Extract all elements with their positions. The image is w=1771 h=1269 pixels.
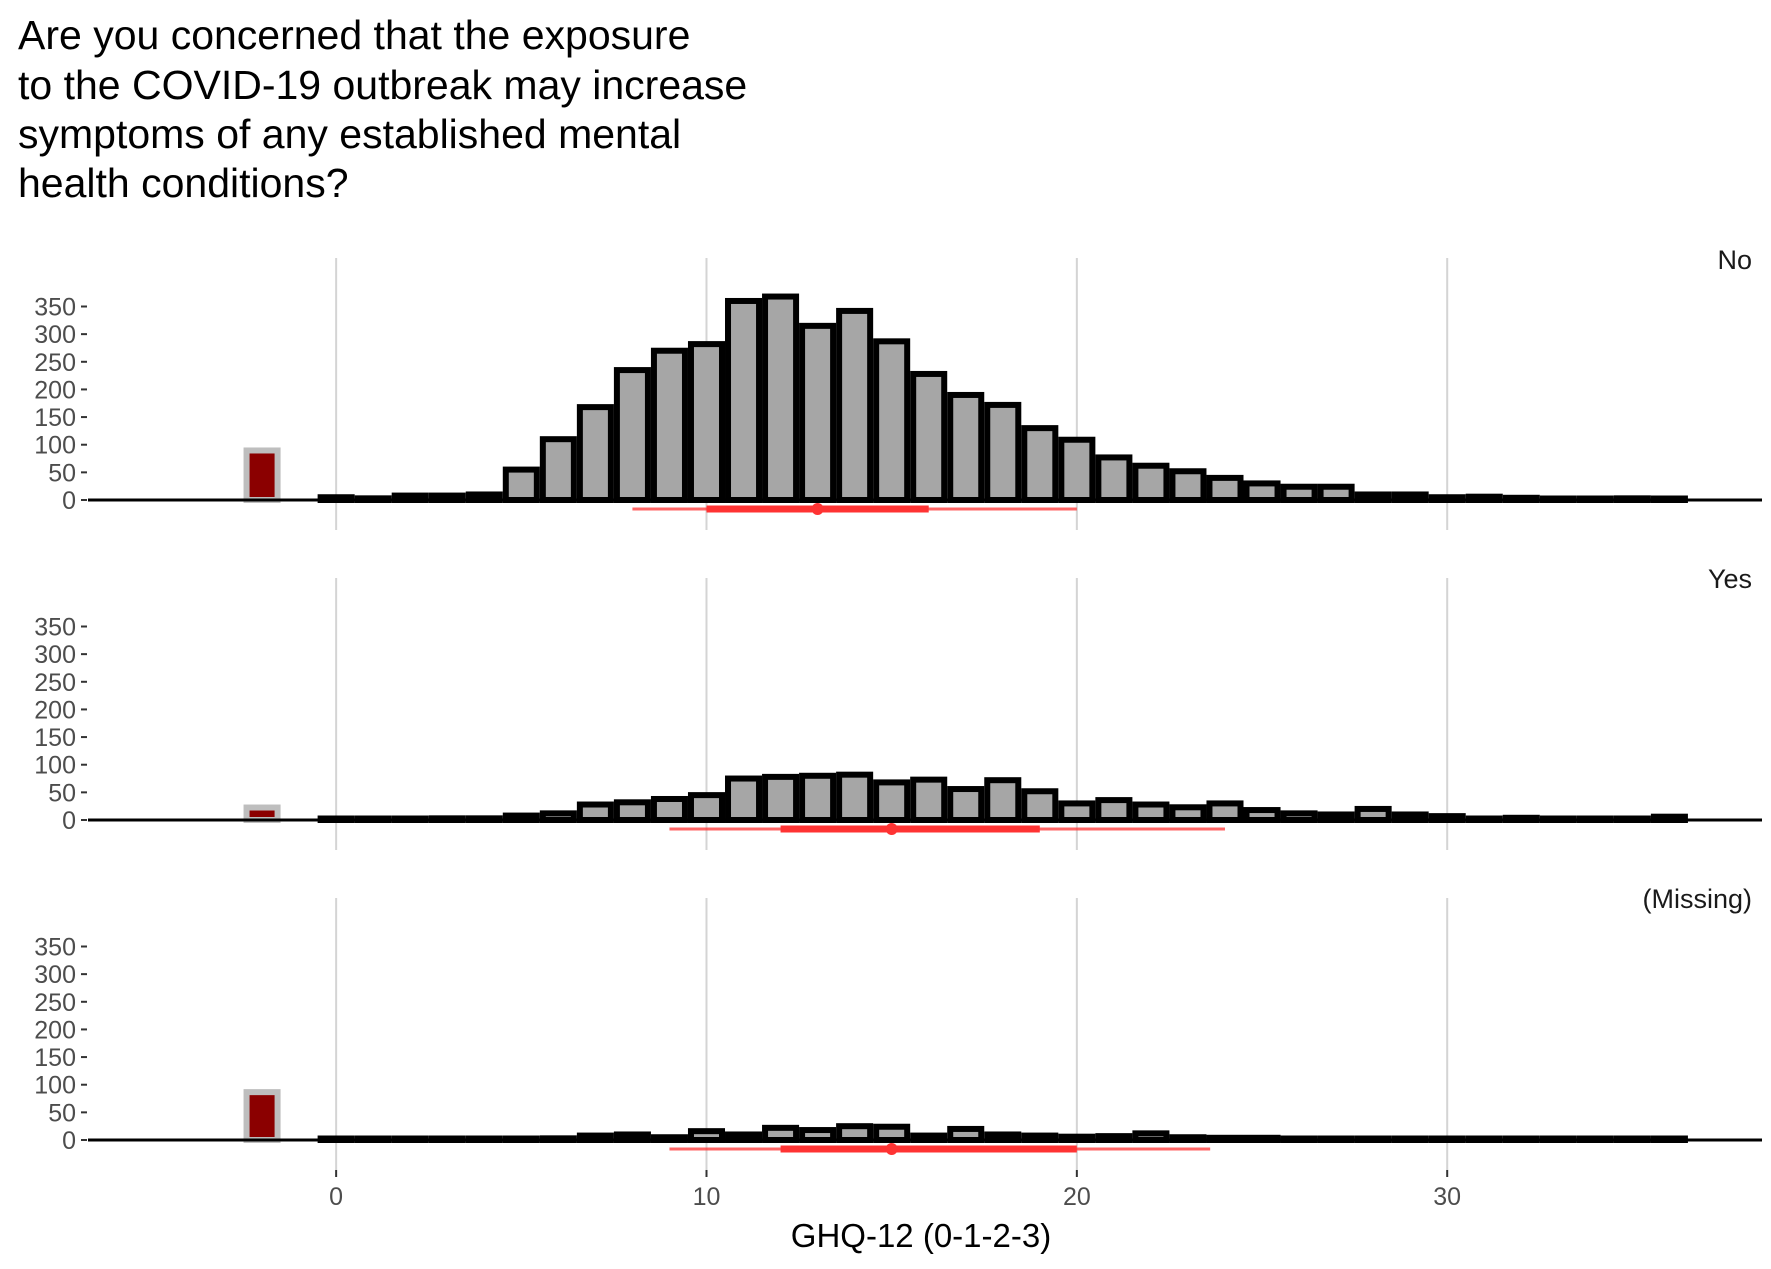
y-tick-label: 0 [62, 487, 76, 515]
x-axis-title: GHQ-12 (0-1-2-3) [791, 1217, 1051, 1254]
histogram-bar [984, 401, 1022, 503]
histogram-bar [762, 773, 800, 823]
histogram-bar [762, 1124, 800, 1144]
histogram-bar [1095, 797, 1133, 824]
chart-title-line-3: symptoms of any established mental [18, 111, 681, 157]
histogram-bar [1058, 800, 1096, 824]
histogram-bar [576, 801, 614, 824]
histogram-bar [613, 799, 651, 824]
histogram-bar [910, 370, 948, 504]
y-tick-label: 300 [34, 961, 76, 989]
y-tick-label: 150 [34, 724, 76, 752]
histogram-bar [687, 341, 726, 504]
histogram-bar [762, 293, 800, 504]
y-tick-label: 250 [34, 669, 76, 697]
histogram-bar [1095, 454, 1133, 503]
y-tick-label: 100 [34, 432, 76, 460]
missing-bar [243, 804, 281, 824]
y-tick-label: 250 [34, 989, 76, 1017]
y-tick-label: 200 [34, 376, 76, 404]
x-tick-label: 10 [693, 1183, 721, 1211]
summary-median-point [885, 1143, 898, 1155]
histogram-bar [1169, 804, 1207, 824]
histogram-bar [799, 772, 837, 823]
y-tick-label: 0 [62, 1127, 76, 1155]
histogram-bar [725, 775, 763, 823]
histogram-bar [1280, 483, 1318, 503]
y-tick-label: 50 [48, 779, 76, 807]
y-tick-label: 300 [34, 641, 76, 669]
y-tick-label: 150 [34, 404, 76, 432]
histogram-bar [873, 779, 911, 823]
histogram-bar [873, 1123, 911, 1144]
histogram-bar [650, 795, 688, 824]
y-tick-label: 50 [48, 459, 76, 487]
histogram-bar [1243, 480, 1281, 503]
histogram-bar [1206, 474, 1244, 503]
histogram-bar [1354, 805, 1392, 824]
x-tick-label: 20 [1063, 1183, 1091, 1211]
histogram-bar [1132, 801, 1170, 824]
histogram-bar [836, 1123, 874, 1144]
chart-title-line-2: to the COVID-19 outbreak may increase [18, 62, 747, 108]
y-tick-label: 200 [34, 696, 76, 724]
histogram-bar [873, 338, 911, 503]
histogram-bar [1206, 800, 1244, 824]
x-tick-label: 0 [329, 1183, 343, 1211]
x-tick-label: 30 [1433, 1183, 1461, 1211]
histogram-bar [576, 404, 614, 503]
y-tick-label: 350 [34, 614, 76, 642]
histogram-bar [947, 391, 985, 504]
facet-label: Yes [1708, 564, 1752, 594]
histogram-bar [687, 792, 726, 823]
y-tick-label: 350 [34, 934, 76, 962]
histogram-bar [650, 347, 688, 503]
histogram-bar [613, 367, 651, 504]
histogram-bar [910, 776, 948, 823]
x-axis: 0 10 20 30 [329, 1170, 1461, 1211]
missing-bar [243, 1089, 281, 1143]
histogram-bar [725, 297, 763, 503]
histogram-bar [984, 777, 1022, 823]
chart-title: Are you concerned that the exposure to t… [18, 12, 747, 206]
histogram-bar [502, 466, 540, 504]
facet-panels: No050100150200250300350Yes05010015020025… [34, 245, 1762, 1170]
chart-title-line-1: Are you concerned that the exposure [18, 12, 690, 58]
y-tick-label: 300 [34, 321, 76, 349]
histogram-bar [1317, 483, 1355, 503]
histogram-bar [1021, 425, 1059, 503]
histogram-bar [836, 307, 874, 503]
summary-median-point [811, 503, 824, 515]
y-tick-label: 100 [34, 752, 76, 780]
facet-label: No [1717, 245, 1752, 275]
y-tick-label: 50 [48, 1099, 76, 1127]
missing-bar [243, 447, 281, 504]
y-tick-label: 200 [34, 1016, 76, 1044]
facet-label: (Missing) [1642, 884, 1752, 914]
histogram-bar [799, 322, 837, 503]
histogram-bar [1021, 788, 1059, 823]
histogram-bar [1058, 436, 1096, 504]
y-tick-label: 150 [34, 1044, 76, 1072]
y-tick-label: 100 [34, 1072, 76, 1100]
histogram-bar [1132, 462, 1170, 504]
histogram-bar [1169, 468, 1207, 504]
summary-median-point [885, 823, 898, 835]
chart-title-line-4: health conditions? [18, 160, 349, 206]
y-tick-label: 250 [34, 349, 76, 377]
histogram-bar [836, 771, 874, 823]
histogram-bar [947, 786, 985, 823]
histogram-bar [539, 436, 577, 503]
y-tick-label: 350 [34, 294, 76, 322]
histogram-bar [947, 1125, 985, 1144]
y-tick-label: 0 [62, 807, 76, 835]
